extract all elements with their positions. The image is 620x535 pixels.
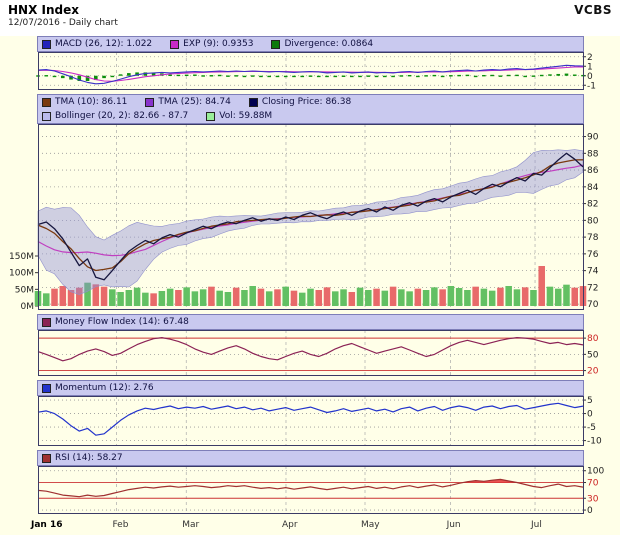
x-axis-label-mar: Mar bbox=[182, 520, 200, 530]
svg-text:80: 80 bbox=[587, 334, 599, 344]
svg-text:86: 86 bbox=[587, 166, 599, 176]
svg-text:74: 74 bbox=[587, 267, 599, 277]
brand-logo: VCBS bbox=[574, 3, 612, 17]
svg-text:5: 5 bbox=[587, 396, 593, 406]
momentum-legend: Momentum (12): 2.76 bbox=[37, 380, 584, 396]
legend-row: Money Flow Index (14): 67.48 bbox=[42, 315, 579, 329]
mfi-panel: Money Flow Index (14): 67.48 80 50 20 bbox=[0, 314, 620, 376]
mfi-plot: 80 50 20 bbox=[37, 330, 599, 376]
legend-item-tma10: TMA (10): 86.11 bbox=[42, 97, 127, 107]
svg-text:70: 70 bbox=[587, 479, 599, 489]
mfi-legend-label: Money Flow Index (14): 67.48 bbox=[55, 317, 189, 327]
legend-item-mfi: Money Flow Index (14): 67.48 bbox=[42, 317, 189, 327]
svg-text:72: 72 bbox=[587, 283, 598, 293]
panels-area: MACD (26, 12): 1.022 EXP (9): 0.9353 Diver… bbox=[0, 36, 620, 514]
legend-row: Momentum (12): 2.76 bbox=[42, 381, 579, 395]
divergence-legend-label: Divergence: 0.0864 bbox=[284, 39, 374, 49]
svg-text:0: 0 bbox=[587, 72, 593, 82]
legend-item-bollinger: Bollinger (20, 2): 82.66 - 87.7 bbox=[42, 111, 188, 121]
legend-item-rsi: RSI (14): 58.27 bbox=[42, 453, 123, 463]
momentum-panel: Momentum (12): 2.76 5 0 -5 -10 bbox=[0, 380, 620, 446]
svg-text:78: 78 bbox=[587, 233, 599, 243]
svg-text:88: 88 bbox=[587, 149, 599, 159]
svg-text:2: 2 bbox=[587, 53, 593, 63]
tma25-marker-icon bbox=[145, 97, 155, 107]
svg-text:0: 0 bbox=[587, 506, 593, 514]
svg-text:50M: 50M bbox=[15, 285, 34, 295]
bollinger-legend-label: Bollinger (20, 2): 82.66 - 87.7 bbox=[55, 111, 189, 121]
divergence-marker-icon bbox=[271, 39, 281, 49]
momentum-plot: 5 0 -5 -10 bbox=[37, 396, 602, 446]
svg-text:150M: 150M bbox=[9, 252, 34, 262]
price-plot: 90 88 86 84 82 80 78 76 74 72 70 150M 100M 50M 0M bbox=[9, 124, 599, 310]
legend-row: TMA (10): 86.11 TMA (25): 84.74 Closing Pr… bbox=[42, 95, 579, 109]
vol-marker-icon bbox=[206, 111, 216, 121]
tma25-legend-label: TMA (25): 84.74 bbox=[158, 97, 231, 107]
svg-text:-10: -10 bbox=[587, 437, 602, 446]
momentum-legend-label: Momentum (12): 2.76 bbox=[55, 383, 154, 393]
svg-text:0: 0 bbox=[587, 410, 593, 420]
macd-legend-label: MACD (26, 12): 1.022 bbox=[55, 39, 153, 49]
tma10-marker-icon bbox=[42, 97, 51, 107]
rsi-legend: RSI (14): 58.27 bbox=[37, 450, 584, 466]
price-legend: TMA (10): 86.11 TMA (25): 84.74 Closing Pr… bbox=[37, 94, 584, 124]
tma10-legend-label: TMA (10): 86.11 bbox=[55, 97, 128, 107]
svg-text:50: 50 bbox=[587, 350, 599, 360]
x-axis-label-jan-16: Jan 16 bbox=[31, 520, 63, 530]
macd-panel: MACD (26, 12): 1.022 EXP (9): 0.9353 Diver… bbox=[0, 36, 620, 90]
svg-text:0M: 0M bbox=[21, 302, 35, 310]
rsi-legend-label: RSI (14): 58.27 bbox=[55, 453, 123, 463]
macd-marker-icon bbox=[42, 39, 51, 49]
svg-text:-5: -5 bbox=[587, 423, 596, 433]
chart-header: HNX Index 12/07/2016 - Daily chart VCBS bbox=[0, 0, 620, 36]
svg-text:80: 80 bbox=[587, 216, 599, 226]
chart-title: HNX Index bbox=[8, 3, 79, 17]
macd-legend: MACD (26, 12): 1.022 EXP (9): 0.9353 Diver… bbox=[37, 36, 584, 52]
rsi-plot: 100 70 30 0 bbox=[37, 466, 604, 514]
mfi-marker-icon bbox=[42, 317, 51, 327]
x-axis-label-jul: Jul bbox=[531, 520, 542, 530]
legend-item-momentum: Momentum (12): 2.76 bbox=[42, 383, 154, 393]
legend-item-closing-price: Closing Price: 86.38 bbox=[248, 97, 352, 107]
macd-plot: 210-1 bbox=[36, 52, 596, 90]
x-axis-label-may: May bbox=[361, 520, 380, 530]
svg-text:30: 30 bbox=[587, 494, 599, 504]
x-axis: Jan 16 Feb Mar Apr May Jun Jul bbox=[0, 518, 620, 534]
svg-text:76: 76 bbox=[587, 250, 599, 260]
legend-row: RSI (14): 58.27 bbox=[42, 451, 579, 465]
chart-subtitle: 12/07/2016 - Daily chart bbox=[8, 18, 118, 28]
legend-row: Bollinger (20, 2): 82.66 - 87.7 Vol: 59.8… bbox=[42, 109, 579, 123]
bollinger-marker-icon bbox=[42, 111, 51, 121]
title-block: HNX Index 12/07/2016 - Daily chart bbox=[8, 3, 118, 29]
exp-marker-icon bbox=[170, 39, 180, 49]
vol-legend-label: Vol: 59.88M bbox=[219, 111, 273, 121]
svg-text:70: 70 bbox=[587, 300, 599, 310]
svg-text:100: 100 bbox=[587, 467, 604, 477]
legend-item-exp: EXP (9): 0.9353 bbox=[170, 39, 253, 49]
svg-text:20: 20 bbox=[587, 367, 599, 376]
svg-text:100M: 100M bbox=[9, 269, 34, 279]
x-axis-label-feb: Feb bbox=[112, 520, 129, 530]
x-axis-label-apr: Apr bbox=[281, 520, 298, 530]
legend-row: MACD (26, 12): 1.022 EXP (9): 0.9353 Diver… bbox=[42, 37, 579, 51]
rsi-marker-icon bbox=[42, 453, 51, 463]
svg-text:82: 82 bbox=[587, 200, 598, 210]
closing-price-marker-icon bbox=[248, 97, 258, 107]
legend-item-divergence: Divergence: 0.0864 bbox=[271, 39, 373, 49]
legend-item-tma25: TMA (25): 84.74 bbox=[145, 97, 231, 107]
price-panel: TMA (10): 86.11 TMA (25): 84.74 Closing Pr… bbox=[0, 94, 620, 310]
mfi-legend: Money Flow Index (14): 67.48 bbox=[37, 314, 584, 330]
svg-text:-1: -1 bbox=[587, 81, 596, 90]
legend-item-vol: Vol: 59.88M bbox=[206, 111, 272, 121]
exp-legend-label: EXP (9): 0.9353 bbox=[183, 39, 254, 49]
svg-text:1: 1 bbox=[587, 62, 593, 72]
closing-price-legend-label: Closing Price: 86.38 bbox=[261, 97, 352, 107]
rsi-panel: RSI (14): 58.27 100 70 30 0 bbox=[0, 450, 620, 514]
momentum-marker-icon bbox=[42, 383, 51, 393]
svg-text:90: 90 bbox=[587, 133, 599, 143]
legend-item-macd: MACD (26, 12): 1.022 bbox=[42, 39, 152, 49]
svg-text:84: 84 bbox=[587, 183, 599, 193]
x-axis-label-jun: Jun bbox=[446, 520, 461, 530]
